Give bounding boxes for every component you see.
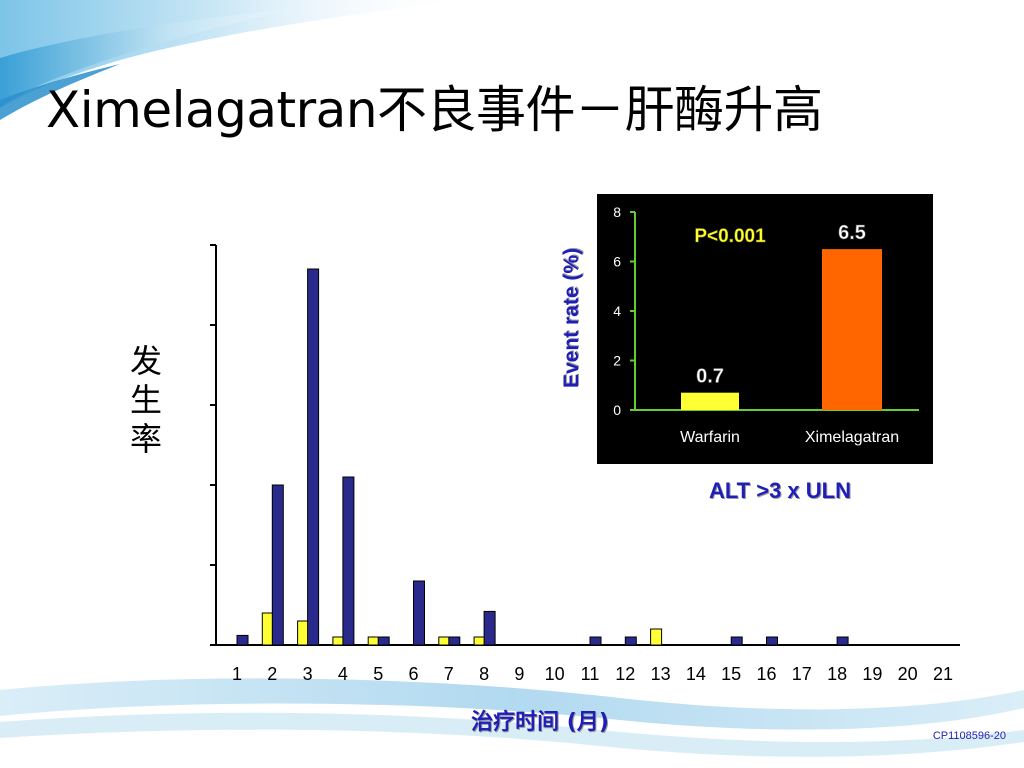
warfarin-bar: [367, 636, 380, 646]
inset-y-tick-label: 2: [613, 353, 621, 369]
ximelagatran-bar: [730, 636, 743, 646]
inset-y-tick-label: 0: [613, 402, 621, 418]
ximelagatran-bar: [483, 610, 496, 646]
inset-bar-chart: 0 2 4 6 8 0.7 Warfarin 6.5 Ximelagatran P<0.001: [613, 204, 919, 446]
ximelagatran-bar: [589, 636, 602, 646]
inset-ximelagatran-bar: [822, 249, 882, 410]
main-x-tick-label: 19: [862, 664, 882, 684]
inset-x-tick-label: Warfarin: [680, 429, 740, 446]
warfarin-bar: [261, 612, 274, 646]
ximelagatran-bar: [766, 636, 778, 646]
warfarin-bar: [297, 620, 310, 646]
inset-y-tick-label: 6: [613, 254, 621, 270]
main-x-tick-label: 5: [373, 664, 383, 684]
main-x-tick-label: 4: [338, 664, 348, 684]
inset-data-label: 0.7: [696, 366, 724, 388]
inset-chart-caption: ALT >3 x ULN: [708, 478, 851, 503]
inset-y-tick-label: 8: [613, 204, 621, 220]
inset-p-value-annotation: P<0.001: [694, 226, 766, 247]
main-x-tick-label: 10: [545, 664, 565, 684]
warfarin-bar: [332, 636, 345, 646]
main-x-tick-label: 3: [303, 664, 313, 684]
main-x-tick-label: 2: [267, 664, 277, 684]
main-x-tick-label: 21: [933, 664, 953, 684]
slide-id: CP1108596-20: [932, 730, 1006, 742]
warfarin-bar: [650, 628, 663, 646]
main-x-tick-label: 8: [479, 664, 489, 684]
inset-chart-y-axis-label-text: Event rate (%): [560, 247, 583, 389]
inset-data-label: 6.5: [838, 222, 866, 244]
main-x-tick-label: 7: [444, 664, 454, 684]
inset-chart-panel: 0 2 4 6 8 0.7 Warfarin 6.5 Ximelagatran P<0.001: [597, 194, 933, 464]
ximelagatran-bar: [236, 634, 249, 646]
main-x-tick-label: 14: [686, 664, 706, 684]
top-swoosh-decoration: [0, 0, 470, 120]
main-x-tick-label: 12: [615, 664, 635, 684]
inset-warfarin-bar: [681, 392, 739, 410]
main-chart-y-axis-label: 发生率: [124, 342, 168, 459]
bottom-swoosh-decoration: [0, 678, 1024, 757]
ximelagatran-bar: [377, 636, 390, 646]
main-x-tick-label: 6: [408, 664, 418, 684]
warfarin-bar: [473, 636, 486, 646]
ximelagatran-bar: [307, 268, 320, 646]
ximelagatran-bar: [836, 636, 849, 646]
main-x-tick-label: 9: [514, 664, 524, 684]
ximelagatran-bar: [271, 484, 284, 646]
ximelagatran-bar: [342, 476, 355, 646]
main-x-tick-label: 13: [651, 664, 671, 684]
main-x-tick-label: 18: [827, 664, 847, 684]
warfarin-bar: [438, 636, 451, 646]
main-x-tick-label: 16: [756, 664, 776, 684]
main-x-tick-label: 11: [581, 664, 600, 684]
main-chart-x-axis-label: 治疗时间 (月): [471, 710, 609, 735]
inset-x-tick-label: Ximelagatran: [805, 429, 899, 446]
main-chart-y-axis-label-text: 发生率: [129, 342, 162, 458]
main-bar-chart: 1 2 3 4 5 6 7 8 9 10 11 12 13 14 15 16 17 18 19 20 21: [210, 244, 960, 684]
main-x-tick-label: 1: [232, 664, 242, 684]
main-x-tick-label: 20: [898, 664, 918, 684]
slide-title: Ximelagatran不良事件－肝酶升高: [46, 81, 823, 139]
ximelagatran-bar: [413, 580, 425, 646]
inset-y-tick-label: 4: [613, 303, 621, 319]
main-x-tick-label: 15: [721, 664, 741, 684]
ximelagatran-bar: [624, 636, 637, 646]
ximelagatran-bar: [448, 636, 461, 646]
main-x-tick-label: 17: [792, 664, 812, 684]
